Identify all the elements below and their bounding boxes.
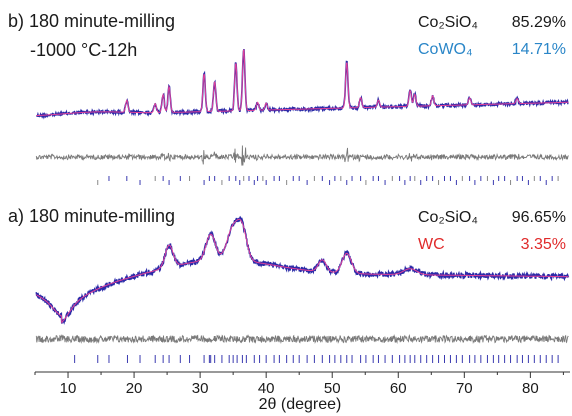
- panel-b-calculated-line: [36, 49, 569, 117]
- x-tick-label: 40: [258, 380, 275, 397]
- x-tick-label: 30: [192, 380, 209, 397]
- panel-b-subtitle: -1000 °C-12h: [30, 40, 137, 60]
- x-tick-label: 10: [60, 380, 77, 397]
- panel-b-phase-2-percent: 14.71%: [512, 41, 566, 58]
- x-tick-label: 80: [522, 380, 539, 397]
- panel-b-difference-line: [35, 145, 569, 166]
- panel-b-phase-1-name: Co₂SiO₄: [418, 14, 478, 31]
- panel-b-phase-2-name: CoWO₄: [418, 41, 473, 58]
- x-axis-label: 2θ (degree): [259, 396, 342, 413]
- x-tick-label: 20: [126, 380, 143, 397]
- panel-a-title: a) 180 minute-milling: [8, 206, 175, 226]
- panel-a-calculated-line: [36, 218, 569, 324]
- panel-a-difference-line: [35, 333, 569, 345]
- panel-a-phase-2-name: WC: [418, 236, 445, 253]
- panel-b-plot: [35, 48, 569, 185]
- panel-a-phase-1-name: Co₂SiO₄: [418, 209, 478, 226]
- x-tick-label: 70: [456, 380, 473, 397]
- panel-a-phase-1-percent: 96.65%: [512, 209, 566, 226]
- panel-b-title: b) 180 minute-milling: [8, 11, 175, 31]
- panel-a-plot: [35, 215, 570, 363]
- x-axis-ticks: 10 20 30 40 50 60 70 80: [34, 372, 564, 397]
- panel-a-phase-2-percent: 3.35%: [521, 236, 566, 253]
- x-tick-label: 50: [324, 380, 341, 397]
- panel-b-phase-1-percent: 85.29%: [512, 14, 566, 31]
- panel-a-observed-line: [35, 215, 570, 325]
- x-tick-label: 60: [390, 380, 407, 397]
